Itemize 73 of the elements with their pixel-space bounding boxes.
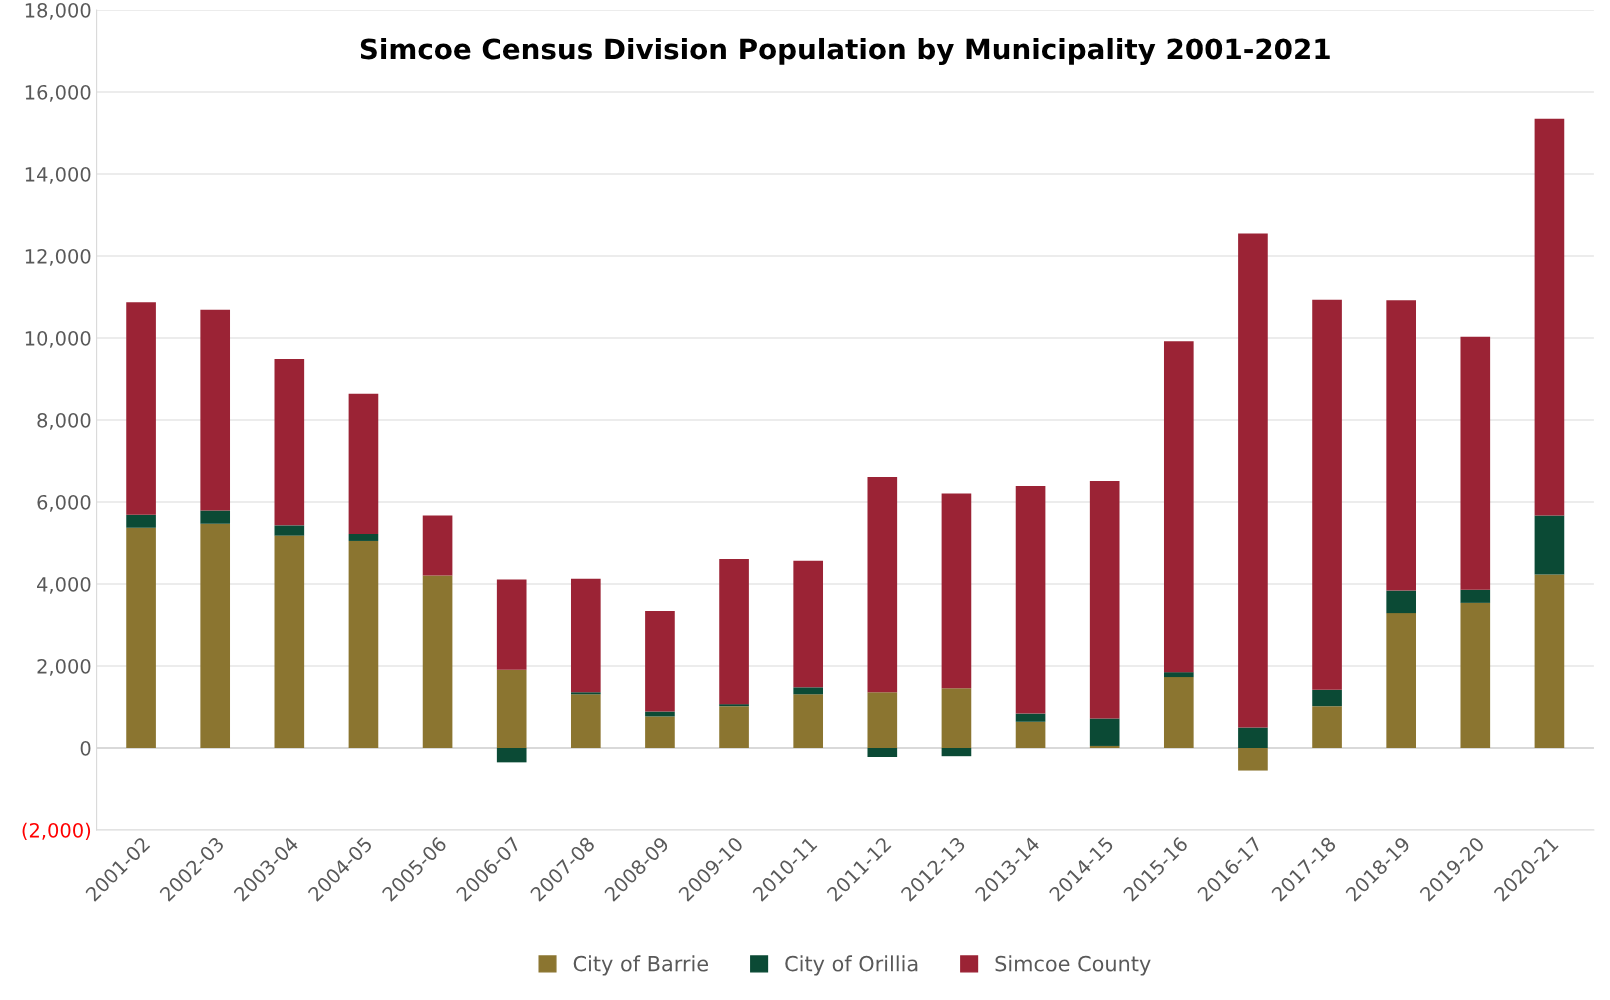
y-tick-label: 16,000 bbox=[25, 84, 91, 102]
bar bbox=[1460, 589, 1491, 603]
bar bbox=[274, 358, 305, 526]
legend-label: City of Orillia bbox=[785, 955, 918, 976]
bar bbox=[200, 510, 231, 524]
y-tick-label: 4,000 bbox=[37, 576, 91, 594]
bar bbox=[496, 669, 527, 748]
y-tick-label: 10,000 bbox=[25, 330, 91, 348]
bar bbox=[1312, 689, 1342, 707]
legend-label: City of Barrie bbox=[573, 955, 709, 976]
bar bbox=[1312, 299, 1342, 690]
y-tick-label: 0 bbox=[80, 740, 91, 756]
bar bbox=[200, 523, 231, 748]
bar bbox=[941, 748, 972, 757]
y-tick-label: 6,000 bbox=[37, 494, 91, 512]
bar bbox=[719, 704, 749, 707]
bar bbox=[1089, 745, 1120, 748]
bar bbox=[348, 393, 379, 534]
bar bbox=[645, 716, 675, 748]
bar bbox=[570, 694, 601, 748]
bar bbox=[570, 692, 601, 695]
bar bbox=[1089, 718, 1120, 746]
bar bbox=[793, 687, 824, 695]
bar bbox=[645, 611, 675, 712]
bar bbox=[867, 692, 898, 748]
bar bbox=[126, 527, 156, 748]
bar bbox=[274, 535, 305, 748]
bar bbox=[1386, 613, 1416, 748]
bar bbox=[1163, 341, 1194, 673]
bar bbox=[1238, 727, 1268, 748]
bar bbox=[126, 514, 156, 528]
y-tick-label: 12,000 bbox=[25, 248, 91, 266]
bar bbox=[348, 540, 379, 748]
bar bbox=[348, 533, 379, 541]
bar bbox=[1460, 602, 1491, 748]
bar bbox=[422, 575, 453, 748]
bar bbox=[867, 748, 898, 758]
bar bbox=[719, 558, 749, 705]
y-tick-label: 2,000 bbox=[37, 658, 91, 676]
text: Simcoe Census Division Population by Municipality 2001-2021 bbox=[360, 37, 1330, 66]
bar bbox=[422, 515, 453, 576]
y-tick-label: 14,000 bbox=[25, 166, 91, 184]
y-tick-label: (2,000) bbox=[22, 822, 91, 840]
bar bbox=[1015, 486, 1046, 714]
bar bbox=[1163, 672, 1194, 678]
bar bbox=[1386, 590, 1416, 614]
bar bbox=[1089, 481, 1120, 719]
bar bbox=[496, 748, 527, 763]
bar bbox=[1238, 233, 1268, 728]
y-tick-label: 8,000 bbox=[37, 412, 91, 430]
bar bbox=[941, 688, 972, 748]
legend-label: Simcoe County bbox=[995, 955, 1151, 976]
bar bbox=[941, 493, 972, 689]
bar bbox=[1534, 574, 1565, 748]
bar bbox=[1534, 515, 1565, 575]
bar bbox=[1386, 300, 1416, 591]
bar bbox=[867, 476, 898, 693]
bar bbox=[793, 560, 824, 688]
bar bbox=[1163, 677, 1194, 748]
bar bbox=[793, 694, 824, 748]
bar bbox=[1534, 118, 1565, 516]
bar bbox=[1015, 713, 1046, 722]
bar bbox=[1015, 721, 1046, 748]
bar bbox=[570, 578, 601, 693]
bar bbox=[274, 525, 305, 536]
bar bbox=[496, 579, 527, 670]
bar bbox=[126, 302, 156, 515]
bar bbox=[1460, 336, 1491, 590]
bar bbox=[200, 309, 231, 511]
bar bbox=[719, 706, 749, 748]
bar bbox=[1312, 706, 1342, 748]
y-tick-label: 18,000 bbox=[25, 2, 91, 20]
bar bbox=[1238, 748, 1268, 771]
